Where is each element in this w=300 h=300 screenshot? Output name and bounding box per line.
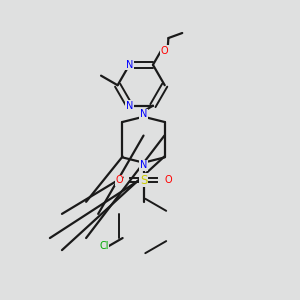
Text: O: O [164,175,172,185]
Text: S: S [140,174,147,187]
Text: N: N [140,110,147,119]
Text: N: N [140,160,147,170]
Text: O: O [115,175,123,185]
Text: Cl: Cl [99,241,109,251]
Text: N: N [126,60,133,70]
Text: O: O [161,46,168,56]
Text: N: N [126,100,133,111]
